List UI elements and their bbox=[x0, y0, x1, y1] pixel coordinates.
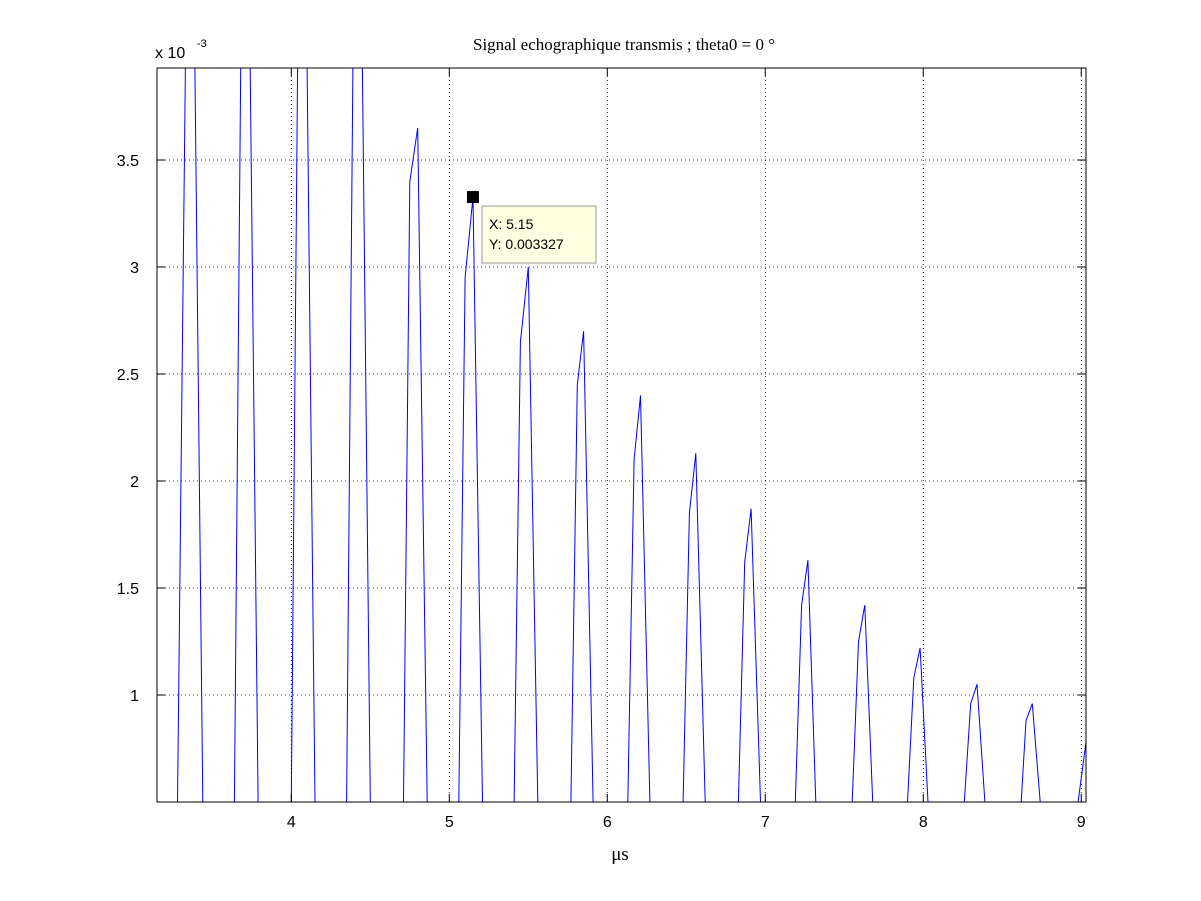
x-tick-label: 9 bbox=[1077, 814, 1086, 831]
y-exponent-power: -3 bbox=[197, 38, 207, 50]
y-tick-label: 2.5 bbox=[117, 367, 139, 384]
datatip[interactable]: X: 5.15 Y: 0.003327 bbox=[466, 191, 597, 264]
tick-marks bbox=[157, 68, 1086, 802]
axes-box bbox=[157, 68, 1086, 802]
chart-title: Signal echographique transmis ; theta0 =… bbox=[473, 35, 775, 54]
y-tick-label: 3.5 bbox=[117, 153, 139, 170]
datatip-x-label: X: 5.15 bbox=[489, 216, 534, 232]
y-exponent-label: x 10 -3 bbox=[155, 38, 207, 62]
y-exponent-base: x 10 bbox=[155, 45, 185, 62]
x-tick-label: 5 bbox=[445, 814, 454, 831]
plot-area bbox=[156, 67, 1087, 803]
y-tick-labels: 1 1.5 2 2.5 3 3.5 bbox=[117, 153, 139, 705]
x-tick-label: 6 bbox=[603, 814, 612, 831]
datatip-box bbox=[481, 205, 597, 264]
y-tick-label: 2 bbox=[130, 474, 139, 491]
axes-border bbox=[156, 67, 1087, 803]
series-line bbox=[177, 67, 1087, 803]
series-layer bbox=[177, 67, 1087, 803]
datatip-y-label: Y: 0.003327 bbox=[489, 236, 564, 252]
x-tick-label: 4 bbox=[287, 814, 296, 831]
datatip-marker[interactable] bbox=[466, 191, 479, 204]
x-tick-label: 8 bbox=[919, 814, 928, 831]
x-axis-label: μs bbox=[611, 844, 629, 865]
grid-lines bbox=[157, 68, 1086, 802]
x-tick-label: 7 bbox=[761, 814, 770, 831]
y-tick-label: 3 bbox=[130, 260, 139, 277]
y-tick-label: 1 bbox=[130, 688, 139, 705]
y-tick-label: 1.5 bbox=[117, 581, 139, 598]
x-tick-labels: 4 5 6 7 8 9 bbox=[287, 814, 1086, 831]
